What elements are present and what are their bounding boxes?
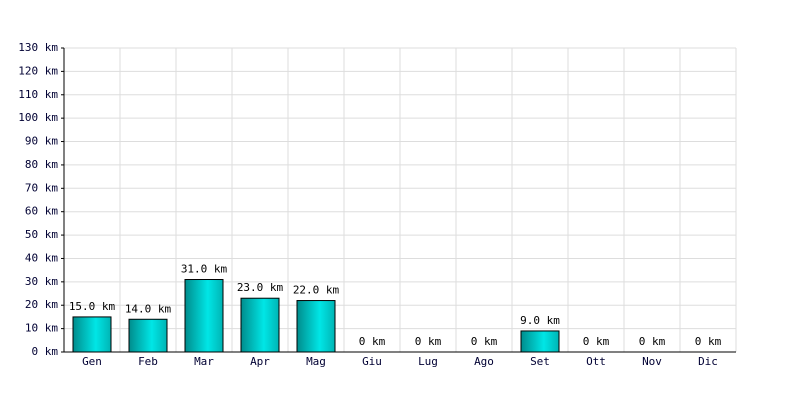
bar	[240, 297, 280, 353]
bar	[72, 316, 112, 353]
y-tick-label: 60 km	[25, 205, 58, 218]
y-tick-label: 70 km	[25, 181, 58, 194]
value-label: 22.0 km	[293, 284, 340, 297]
bar	[184, 279, 224, 353]
x-tick-label: Mag	[306, 355, 326, 368]
value-label: 0 km	[695, 335, 722, 348]
value-label: 15.0 km	[69, 300, 116, 313]
x-tick-label: Ott	[586, 355, 606, 368]
value-label: 0 km	[471, 335, 498, 348]
x-tick-label: Lug	[418, 355, 438, 368]
y-tick-label: 20 km	[25, 298, 58, 311]
x-tick-label: Giu	[362, 355, 382, 368]
x-tick-label: Mar	[194, 355, 214, 368]
y-tick-label: 110 km	[18, 88, 58, 101]
x-tick-label: Dic	[698, 355, 718, 368]
y-tick-label: 130 km	[18, 41, 58, 54]
value-label: 0 km	[583, 335, 610, 348]
y-tick-label: 10 km	[25, 322, 58, 335]
x-tick-label: Feb	[138, 355, 158, 368]
bar	[128, 318, 168, 353]
x-tick-label: Set	[530, 355, 550, 368]
y-tick-label: 90 km	[25, 135, 58, 148]
value-label: 23.0 km	[237, 281, 284, 294]
x-tick-label: Gen	[82, 355, 102, 368]
value-label: 0 km	[639, 335, 666, 348]
y-tick-label: 50 km	[25, 228, 58, 241]
y-tick-label: 120 km	[18, 64, 58, 77]
y-tick-label: 100 km	[18, 111, 58, 124]
bar	[296, 300, 336, 353]
x-tick-label: Apr	[250, 355, 270, 368]
value-label: 0 km	[415, 335, 442, 348]
value-label: 9.0 km	[520, 314, 560, 327]
y-tick-label: 80 km	[25, 158, 58, 171]
bar	[520, 330, 560, 353]
y-tick-label: 30 km	[25, 275, 58, 288]
value-label: 14.0 km	[125, 302, 172, 315]
y-tick-label: 0 km	[32, 345, 59, 358]
x-tick-label: Ago	[474, 355, 494, 368]
y-tick-label: 40 km	[25, 251, 58, 264]
x-tick-label: Nov	[642, 355, 662, 368]
value-label: 0 km	[359, 335, 386, 348]
value-label: 31.0 km	[181, 263, 228, 276]
